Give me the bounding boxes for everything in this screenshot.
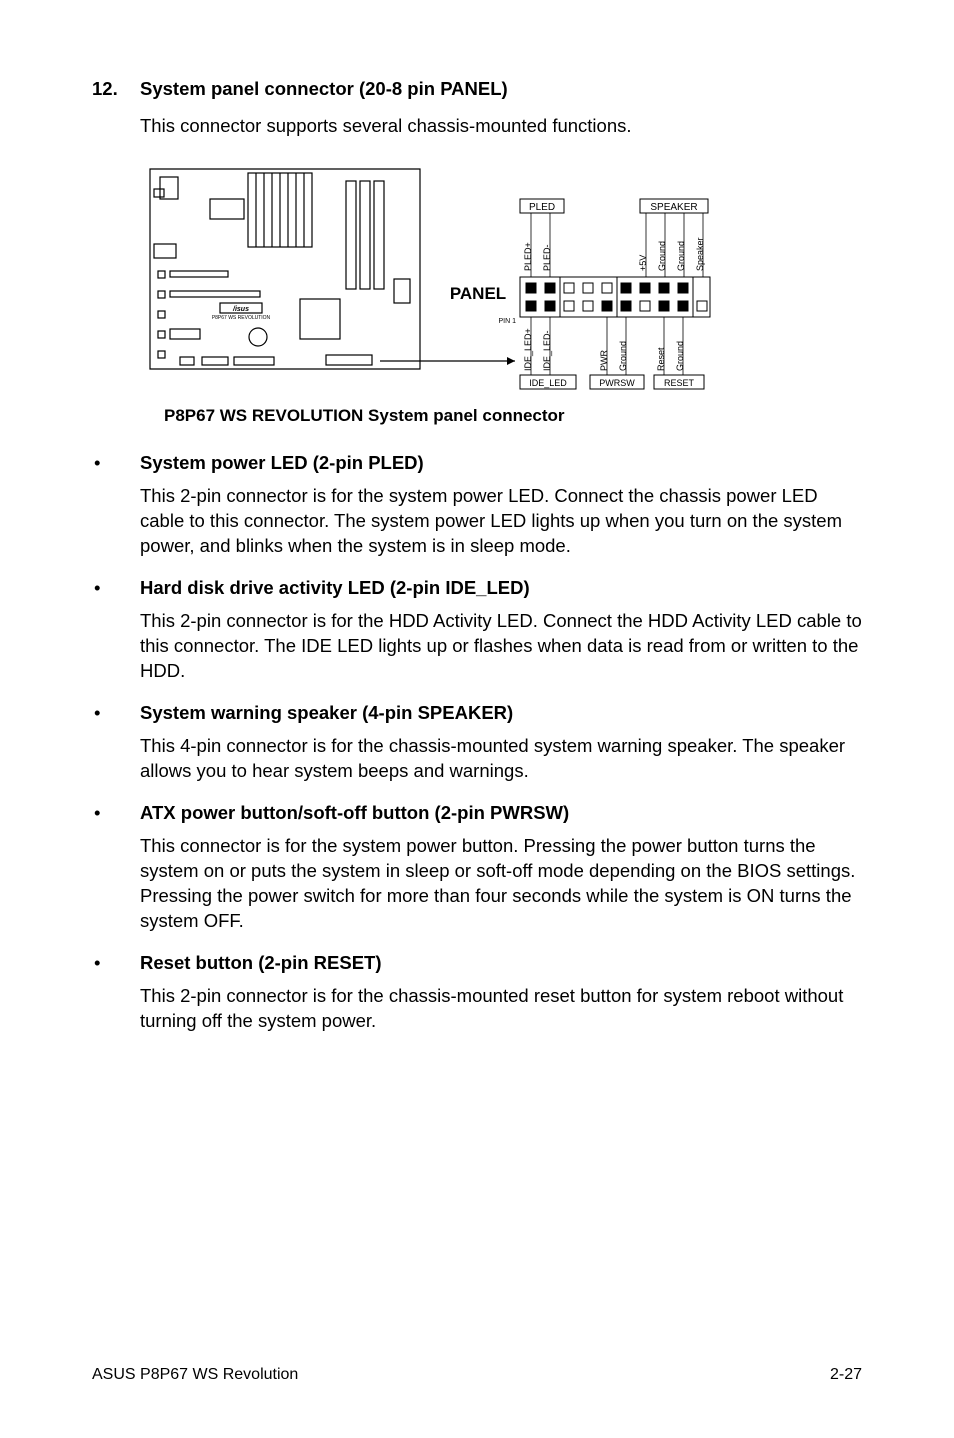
- bullet-title: ATX power button/soft-off button (2-pin …: [140, 802, 569, 824]
- bullet-text: This connector is for the system power b…: [140, 834, 862, 934]
- bullet-title: System warning speaker (4-pin SPEAKER): [140, 702, 513, 724]
- footer-right: 2-27: [830, 1366, 862, 1384]
- bullet-dot: •: [92, 577, 140, 599]
- bullet-item: • ATX power button/soft-off button (2-pi…: [92, 802, 862, 824]
- ideled-plus-label: IDE_LED+: [523, 328, 533, 371]
- pled-plus-label: PLED+: [523, 242, 533, 271]
- diagram-container: /isus P8P67 WS REVOLUTION PANEL: [140, 159, 862, 426]
- pin1-label: PIN 1: [498, 318, 516, 325]
- bullet-list: • System power LED (2-pin PLED) This 2-p…: [92, 452, 862, 1034]
- pwrsw-box-label: PWRSW: [599, 378, 635, 388]
- section-title: System panel connector (20-8 pin PANEL): [140, 78, 508, 100]
- brand-text: /isus: [232, 306, 249, 313]
- pwr-label: PWR: [599, 349, 609, 370]
- board-label: P8P67 WS REVOLUTION: [212, 315, 271, 321]
- ground2-label: Ground: [676, 241, 686, 271]
- bullet-text: This 2-pin connector is for the HDD Acti…: [140, 609, 862, 684]
- section-number: 12.: [92, 78, 140, 100]
- panel-label: PANEL: [450, 284, 506, 303]
- bullet-title: Reset button (2-pin RESET): [140, 952, 382, 974]
- bullet-text: This 2-pin connector is for the system p…: [140, 484, 862, 559]
- section-description: This connector supports several chassis-…: [140, 114, 862, 139]
- ground1-label: Ground: [657, 241, 667, 271]
- bullet-dot: •: [92, 452, 140, 474]
- bullet-dot: •: [92, 702, 140, 724]
- bullet-text: This 4-pin connector is for the chassis-…: [140, 734, 862, 784]
- section-header: 12. System panel connector (20-8 pin PAN…: [92, 78, 862, 100]
- bullet-text: This 2-pin connector is for the chassis-…: [140, 984, 862, 1034]
- plus5v-label: +5V: [638, 255, 648, 271]
- reset-box-label: RESET: [664, 378, 695, 388]
- pled-box-label: PLED: [529, 202, 555, 213]
- bullet-item: • Reset button (2-pin RESET): [92, 952, 862, 974]
- bullet-item: • Hard disk drive activity LED (2-pin ID…: [92, 577, 862, 599]
- panel-diagram: /isus P8P67 WS REVOLUTION PANEL: [140, 159, 740, 399]
- page-footer: ASUS P8P67 WS Revolution 2-27: [92, 1366, 862, 1384]
- bullet-item: • System power LED (2-pin PLED): [92, 452, 862, 474]
- ideled-box-label: IDE_LED: [529, 378, 567, 388]
- speaker-box-label: SPEAKER: [650, 202, 697, 213]
- reset-pin-label: Reset: [656, 347, 666, 371]
- bullet-item: • System warning speaker (4-pin SPEAKER): [92, 702, 862, 724]
- speaker-pin-label: Speaker: [695, 237, 705, 271]
- ideled-minus-label: IDE_LED-: [542, 330, 552, 371]
- bullet-title: System power LED (2-pin PLED): [140, 452, 424, 474]
- footer-left: ASUS P8P67 WS Revolution: [92, 1366, 298, 1384]
- bullet-dot: •: [92, 952, 140, 974]
- ground3-label: Ground: [618, 341, 628, 371]
- ground4-label: Ground: [675, 341, 685, 371]
- diagram-caption: P8P67 WS REVOLUTION System panel connect…: [164, 406, 862, 426]
- bullet-title: Hard disk drive activity LED (2-pin IDE_…: [140, 577, 530, 599]
- bullet-dot: •: [92, 802, 140, 824]
- pled-minus-label: PLED-: [542, 244, 552, 271]
